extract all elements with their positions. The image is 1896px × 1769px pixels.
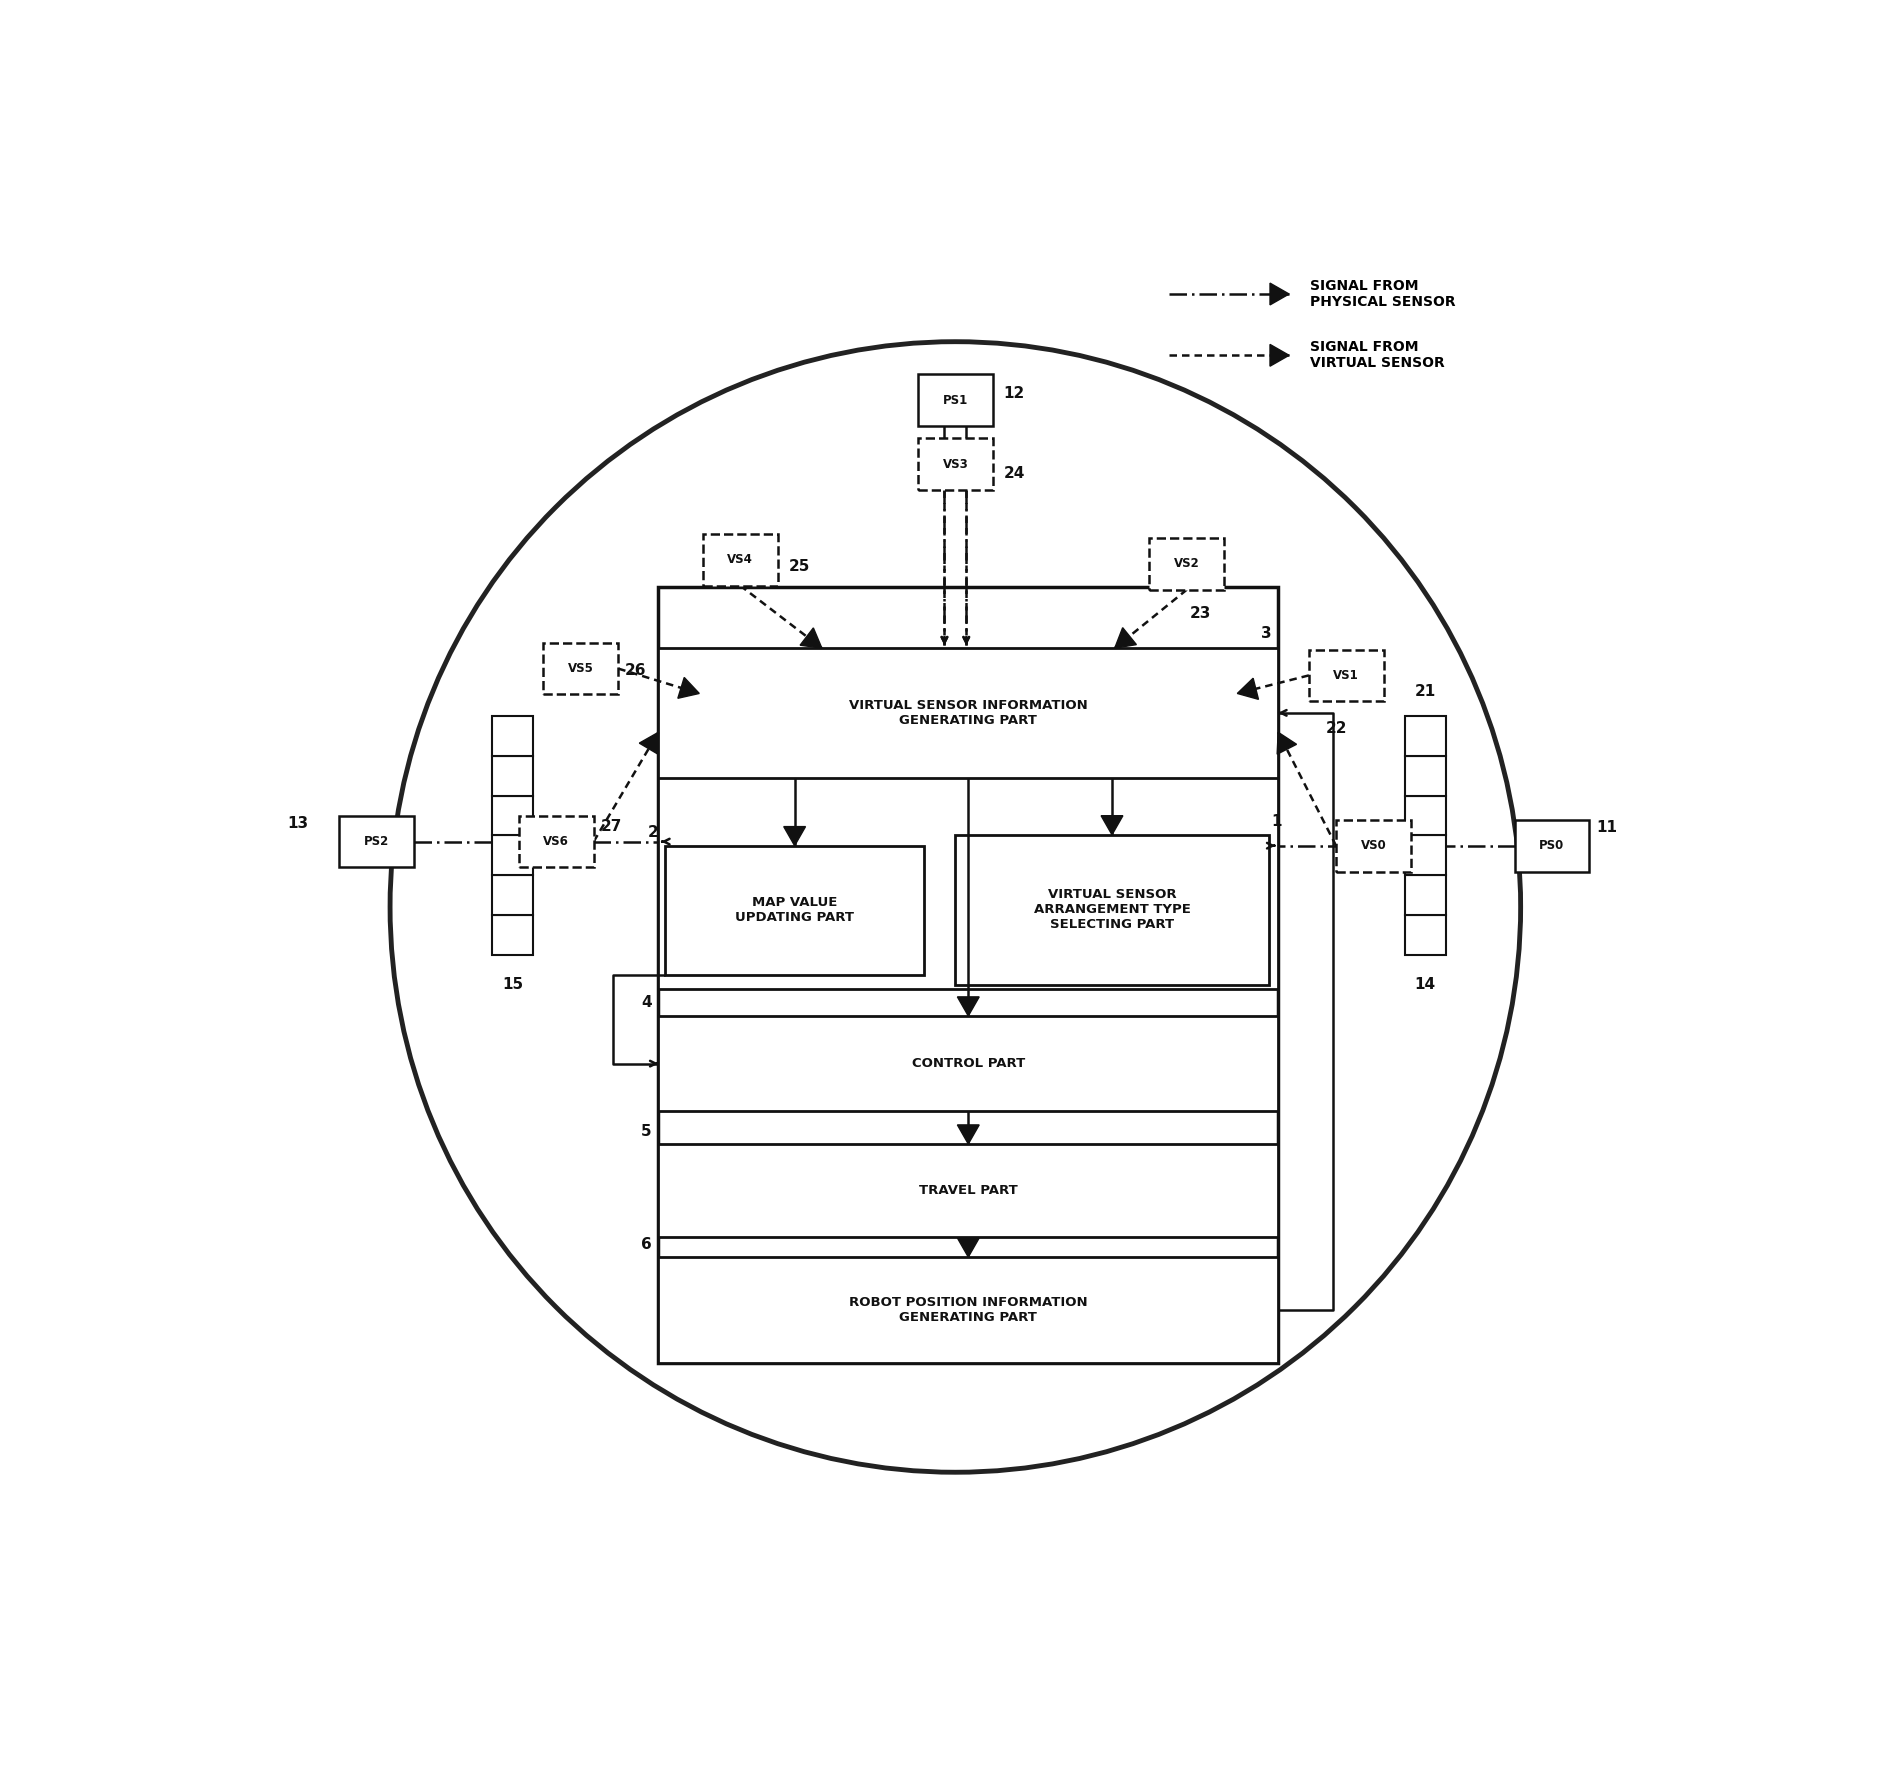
Text: 5: 5 [641, 1123, 652, 1139]
FancyBboxPatch shape [1405, 716, 1447, 755]
Polygon shape [679, 678, 700, 699]
Text: 26: 26 [626, 663, 647, 678]
FancyBboxPatch shape [1405, 755, 1447, 796]
Text: 23: 23 [1189, 607, 1212, 621]
FancyBboxPatch shape [658, 1015, 1278, 1111]
FancyBboxPatch shape [918, 375, 994, 426]
FancyBboxPatch shape [544, 642, 618, 695]
Text: TRAVEL PART: TRAVEL PART [920, 1183, 1018, 1198]
Text: 25: 25 [789, 559, 810, 573]
Text: 27: 27 [601, 819, 622, 833]
Text: 4: 4 [641, 996, 652, 1010]
FancyBboxPatch shape [658, 647, 1278, 778]
Polygon shape [1238, 678, 1259, 699]
Polygon shape [1115, 628, 1136, 647]
Text: VS6: VS6 [544, 835, 569, 847]
Text: VS0: VS0 [1361, 839, 1386, 853]
FancyBboxPatch shape [658, 1145, 1278, 1237]
Polygon shape [1270, 345, 1289, 366]
FancyBboxPatch shape [493, 915, 533, 955]
Polygon shape [1270, 283, 1289, 304]
FancyBboxPatch shape [1308, 649, 1384, 701]
Text: 2: 2 [648, 824, 658, 840]
Text: ROBOT POSITION INFORMATION
GENERATING PART: ROBOT POSITION INFORMATION GENERATING PA… [849, 1297, 1088, 1325]
Polygon shape [783, 826, 806, 846]
Text: VS3: VS3 [942, 458, 969, 471]
Polygon shape [800, 628, 821, 647]
FancyBboxPatch shape [520, 816, 593, 867]
Text: 15: 15 [502, 976, 523, 992]
FancyBboxPatch shape [665, 846, 923, 975]
FancyBboxPatch shape [1405, 876, 1447, 915]
Polygon shape [1278, 732, 1297, 754]
Text: 12: 12 [1003, 386, 1026, 400]
FancyBboxPatch shape [1149, 538, 1225, 589]
Text: MAP VALUE
UPDATING PART: MAP VALUE UPDATING PART [736, 897, 853, 925]
FancyBboxPatch shape [1405, 835, 1447, 876]
Text: SIGNAL FROM
VIRTUAL SENSOR: SIGNAL FROM VIRTUAL SENSOR [1310, 340, 1445, 370]
FancyBboxPatch shape [493, 876, 533, 915]
Polygon shape [957, 1125, 978, 1145]
Text: PS1: PS1 [942, 394, 969, 407]
Text: VS5: VS5 [567, 662, 593, 676]
FancyBboxPatch shape [658, 587, 1278, 1364]
Text: SIGNAL FROM
PHYSICAL SENSOR: SIGNAL FROM PHYSICAL SENSOR [1310, 280, 1454, 310]
Text: VIRTUAL SENSOR INFORMATION
GENERATING PART: VIRTUAL SENSOR INFORMATION GENERATING PA… [849, 699, 1088, 727]
Polygon shape [957, 1238, 978, 1258]
Text: VS4: VS4 [728, 554, 753, 566]
FancyBboxPatch shape [339, 816, 413, 867]
Text: PS0: PS0 [1540, 839, 1564, 853]
Text: 1: 1 [1272, 814, 1282, 830]
FancyBboxPatch shape [956, 835, 1268, 985]
Text: 22: 22 [1325, 720, 1348, 736]
Text: 11: 11 [1596, 821, 1617, 835]
FancyBboxPatch shape [493, 755, 533, 796]
Polygon shape [1102, 816, 1122, 835]
Text: VS2: VS2 [1174, 557, 1200, 570]
Text: 24: 24 [1003, 465, 1026, 481]
FancyBboxPatch shape [703, 534, 777, 586]
FancyBboxPatch shape [493, 716, 533, 755]
FancyBboxPatch shape [1405, 796, 1447, 835]
FancyBboxPatch shape [493, 796, 533, 835]
Text: 3: 3 [1261, 626, 1272, 642]
FancyBboxPatch shape [918, 439, 994, 490]
FancyBboxPatch shape [1515, 819, 1589, 872]
Text: 21: 21 [1414, 685, 1435, 699]
Text: CONTROL PART: CONTROL PART [912, 1058, 1026, 1070]
Text: VS1: VS1 [1333, 669, 1359, 681]
Text: 13: 13 [286, 816, 309, 831]
FancyBboxPatch shape [1405, 915, 1447, 955]
FancyBboxPatch shape [1337, 819, 1411, 872]
Text: VIRTUAL SENSOR
ARRANGEMENT TYPE
SELECTING PART: VIRTUAL SENSOR ARRANGEMENT TYPE SELECTIN… [1033, 888, 1191, 930]
FancyBboxPatch shape [493, 835, 533, 876]
Polygon shape [957, 998, 978, 1015]
FancyBboxPatch shape [658, 736, 1278, 989]
Text: 6: 6 [641, 1237, 652, 1252]
Text: PS2: PS2 [364, 835, 389, 847]
FancyBboxPatch shape [658, 1258, 1278, 1364]
Text: 14: 14 [1414, 976, 1435, 992]
Polygon shape [639, 732, 658, 754]
